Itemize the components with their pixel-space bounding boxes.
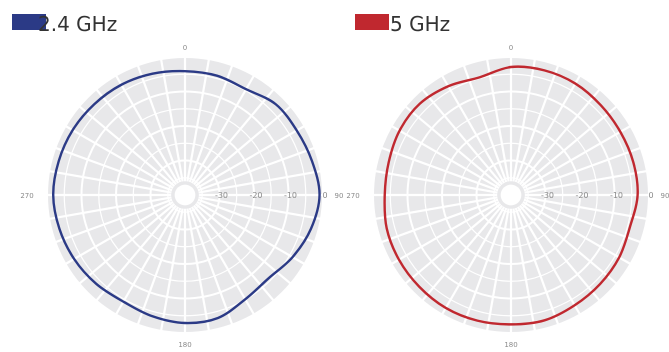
ring-tick-label: -20 (575, 191, 588, 200)
spoke-gridline (48, 196, 172, 221)
legend-label: 2.4 GHz (38, 12, 117, 36)
spoke-gridline (190, 206, 255, 316)
spoke-gridline (374, 196, 498, 221)
polar-hub (174, 184, 196, 206)
spoke-gridline (519, 204, 601, 302)
spoke-gridline (136, 207, 182, 326)
polar-chart-2: 5 GHz -30 -20 -10 0 0 90 180 270 (346, 12, 669, 349)
spoke-gridline (190, 74, 255, 184)
spoke-gridline (136, 64, 182, 183)
spoke-gridline (48, 169, 172, 194)
spoke-gridline (512, 58, 537, 182)
spoke-gridline (78, 105, 176, 187)
spoke-gridline (512, 208, 537, 332)
spoke-gridline (421, 204, 503, 302)
spoke-gridline (523, 198, 642, 244)
spoke-gridline (188, 207, 234, 326)
spoke-gridline (159, 58, 184, 182)
spoke-gridline (462, 207, 508, 326)
angle-tick-label: 0 (509, 44, 513, 52)
spoke-gridline (78, 203, 176, 285)
spoke-gridline (188, 64, 234, 183)
spoke-gridline (64, 125, 174, 190)
spoke-gridline (380, 146, 499, 192)
spoke-gridline (520, 105, 618, 187)
spoke-gridline (404, 105, 502, 187)
spoke-gridline (196, 125, 306, 190)
spoke-gridline (390, 125, 500, 190)
spoke-gridline (95, 88, 177, 186)
spoke-gridline (54, 146, 173, 192)
ring-tick-label: 0 (648, 191, 653, 200)
angle-tick-label: 0 (183, 44, 187, 52)
spoke-gridline (516, 206, 581, 316)
spoke-gridline (115, 74, 180, 184)
spoke-gridline (186, 208, 211, 332)
spoke-gridline (522, 125, 632, 190)
angle-tick-label: 180 (178, 341, 191, 349)
spoke-gridline (523, 146, 642, 192)
spoke-gridline (186, 58, 211, 182)
spoke-gridline (197, 198, 316, 244)
ring-tick-label: -30 (541, 191, 554, 200)
angle-tick-label: 90 (335, 192, 344, 200)
ring-tick-label: -30 (215, 191, 228, 200)
legend-swatch (355, 14, 389, 30)
spoke-gridline (522, 200, 632, 265)
spoke-gridline (441, 206, 506, 316)
spoke-gridline (421, 88, 503, 186)
angle-tick-label: 270 (346, 192, 359, 200)
spoke-gridline (95, 204, 177, 302)
angle-tick-label: 90 (661, 192, 669, 200)
legend-swatch (12, 14, 46, 30)
spoke-gridline (519, 88, 601, 186)
spoke-gridline (485, 58, 510, 182)
legend-label: 5 GHz (390, 12, 450, 36)
spoke-gridline (441, 74, 506, 184)
spoke-gridline (193, 88, 275, 186)
spoke-gridline (516, 74, 581, 184)
angle-tick-label: 180 (504, 341, 517, 349)
ring-tick-label: -10 (284, 191, 297, 200)
ring-tick-label: -10 (610, 191, 623, 200)
spoke-gridline (374, 169, 498, 194)
spoke-gridline (524, 169, 648, 194)
polar-hub (500, 184, 522, 206)
radiation-pattern-line (52, 69, 321, 325)
spoke-gridline (198, 169, 322, 194)
spoke-gridline (115, 206, 180, 316)
polar-chart-1: 2.4 GHz -30 -20 -10 0 0 90 180 270 (12, 12, 343, 349)
ring-tick-label: -20 (249, 191, 262, 200)
ring-tick-label: 0 (322, 191, 327, 200)
angle-tick-label: 270 (20, 192, 33, 200)
spoke-gridline (514, 207, 560, 326)
spoke-gridline (159, 208, 184, 332)
radiation-pattern-line (383, 65, 639, 326)
spoke-gridline (196, 200, 306, 265)
spoke-gridline (485, 208, 510, 332)
spoke-gridline (194, 105, 292, 187)
spoke-gridline (198, 196, 322, 221)
spoke-gridline (524, 196, 648, 221)
spoke-gridline (462, 64, 508, 183)
spoke-gridline (197, 146, 316, 192)
spoke-gridline (54, 198, 173, 244)
spoke-gridline (404, 203, 502, 285)
spoke-gridline (64, 200, 174, 265)
spoke-gridline (390, 200, 500, 265)
spoke-gridline (380, 198, 499, 244)
spoke-gridline (514, 64, 560, 183)
spoke-gridline (194, 203, 292, 285)
spoke-gridline (520, 203, 618, 285)
